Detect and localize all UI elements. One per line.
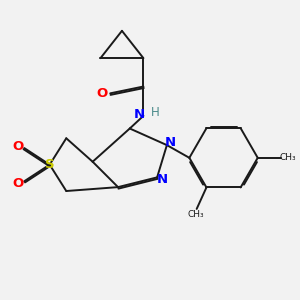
Text: N: N xyxy=(165,136,176,149)
Text: S: S xyxy=(45,158,55,171)
Text: O: O xyxy=(13,177,24,190)
Text: N: N xyxy=(134,108,145,121)
Text: H: H xyxy=(151,106,160,119)
Text: CH₃: CH₃ xyxy=(188,210,204,219)
Text: O: O xyxy=(97,87,108,100)
Text: CH₃: CH₃ xyxy=(280,153,296,162)
Text: N: N xyxy=(156,173,168,186)
Text: O: O xyxy=(13,140,24,153)
